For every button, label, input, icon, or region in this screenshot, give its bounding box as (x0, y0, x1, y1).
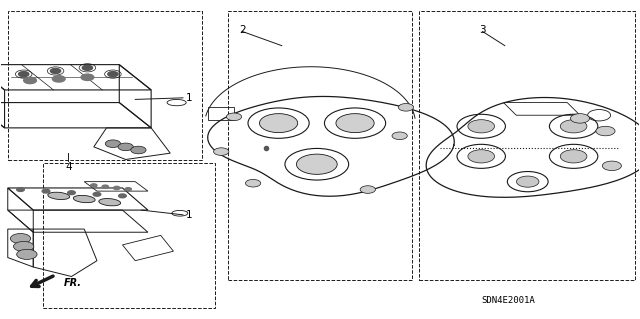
Ellipse shape (99, 198, 120, 206)
Circle shape (259, 114, 298, 133)
Circle shape (17, 249, 37, 259)
Text: FR.: FR. (64, 278, 82, 288)
Circle shape (602, 161, 621, 171)
Circle shape (68, 191, 76, 195)
Text: 1: 1 (186, 93, 193, 103)
Circle shape (91, 184, 97, 187)
Circle shape (19, 71, 29, 77)
Circle shape (468, 150, 495, 163)
Circle shape (81, 74, 94, 80)
Circle shape (83, 65, 93, 70)
Bar (228, 11, 412, 280)
Text: 2: 2 (239, 25, 246, 35)
Circle shape (596, 126, 615, 136)
Circle shape (52, 76, 65, 82)
Circle shape (570, 114, 589, 123)
Circle shape (24, 77, 36, 84)
Circle shape (398, 104, 413, 111)
Circle shape (118, 194, 126, 198)
Circle shape (560, 150, 587, 163)
Circle shape (392, 132, 407, 140)
Circle shape (17, 188, 24, 191)
Ellipse shape (74, 195, 95, 203)
Bar (8, 11, 202, 160)
Circle shape (13, 241, 34, 251)
Circle shape (468, 120, 495, 133)
Circle shape (214, 148, 229, 155)
Circle shape (113, 186, 120, 189)
Bar (43, 163, 215, 308)
Circle shape (105, 140, 120, 147)
Circle shape (118, 143, 133, 151)
Bar (419, 11, 636, 280)
Text: 1: 1 (186, 210, 193, 220)
Circle shape (108, 71, 118, 77)
Circle shape (125, 188, 131, 191)
Text: SDN4E2001A: SDN4E2001A (481, 296, 535, 305)
Circle shape (42, 189, 50, 193)
Circle shape (93, 192, 100, 196)
Circle shape (336, 114, 374, 133)
Circle shape (10, 234, 31, 244)
Circle shape (516, 176, 539, 187)
Circle shape (102, 185, 108, 188)
Circle shape (246, 179, 260, 187)
Circle shape (360, 186, 376, 193)
Text: 3: 3 (479, 25, 486, 35)
Circle shape (51, 69, 61, 73)
Circle shape (227, 113, 242, 121)
Circle shape (131, 146, 146, 154)
Circle shape (296, 154, 337, 174)
Text: 4: 4 (65, 162, 72, 172)
Ellipse shape (48, 192, 70, 199)
Circle shape (560, 120, 587, 133)
